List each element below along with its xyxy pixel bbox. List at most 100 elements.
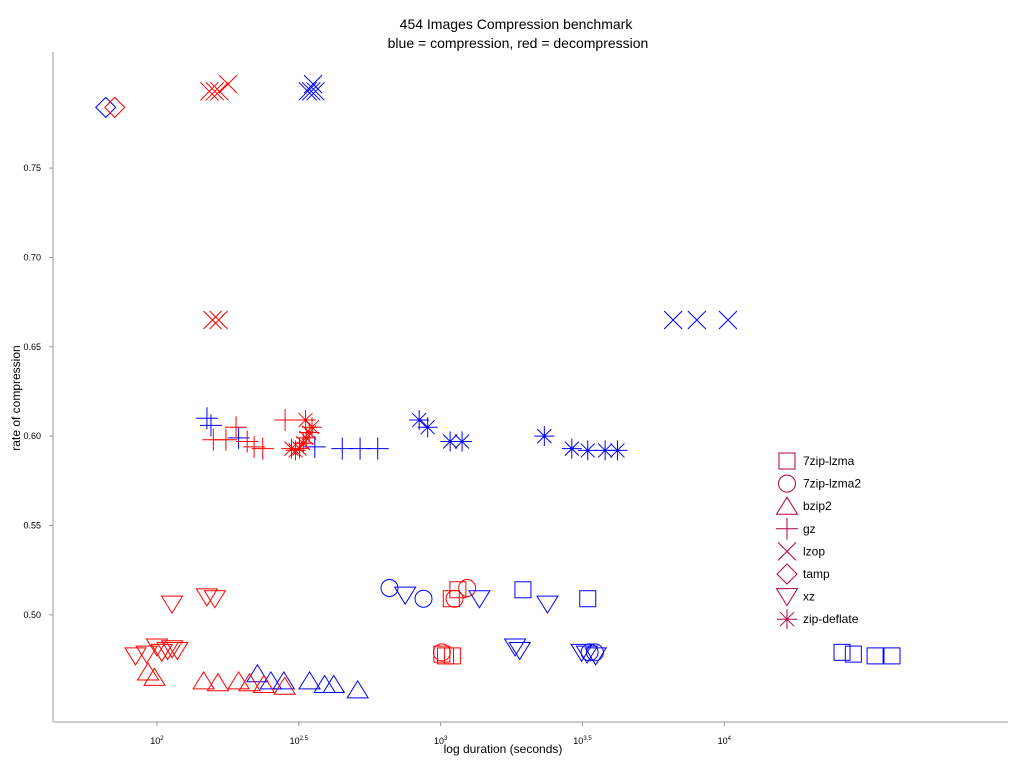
- lzop-x-point: [306, 81, 325, 101]
- data-points: [95, 74, 901, 699]
- gz-plus-point: [199, 414, 222, 437]
- xz-triangle-down-point: [195, 588, 219, 607]
- y-axis-label: rate of compression: [9, 345, 23, 450]
- xz-triangle-down-point: [203, 590, 227, 609]
- zip-deflate-asterisk-point: [285, 440, 306, 461]
- lzop-x-point: [687, 310, 707, 330]
- legend-label-tamp: tamp: [803, 567, 830, 581]
- zip-deflate-asterisk-point: [409, 410, 430, 431]
- bzip2-triangle-up-point: [272, 670, 296, 690]
- zip-deflate-asterisk-point: [607, 440, 628, 461]
- series-bzip2: [136, 662, 370, 699]
- legend-label-xz: xz: [803, 590, 815, 604]
- x-tick-exponent: 2.5: [300, 736, 309, 742]
- bzip2-triangle-up-point: [143, 667, 166, 686]
- xz-triangle-down-point: [468, 590, 491, 609]
- chart-subtitle: blue = compression, red = decompression: [388, 35, 649, 51]
- legend-label-bzip2: bzip2: [803, 499, 832, 513]
- 7zip-lzma2-circle-point: [432, 643, 451, 662]
- bzip2-triangle-up-point: [259, 670, 283, 690]
- legend-label-7zip-lzma2: 7zip-lzma2: [803, 477, 861, 491]
- legend-diamond-icon: [776, 563, 798, 585]
- bzip2-triangle-up-point: [273, 676, 297, 695]
- gz-plus-point: [274, 409, 297, 432]
- x-tick-label: 102: [150, 736, 164, 746]
- zip-deflate-asterisk-point: [299, 422, 320, 443]
- 7zip-lzma-square-point: [436, 647, 454, 665]
- lzop-x-point: [200, 81, 219, 101]
- series-zip-deflate: [281, 410, 628, 461]
- xz-triangle-down-point: [584, 647, 608, 666]
- bzip2-triangle-up-point: [298, 670, 321, 690]
- gz-plus-point: [251, 437, 274, 460]
- y-tick-label: 0.65: [23, 342, 41, 352]
- legend-plus-icon: [776, 517, 798, 540]
- zip-deflate-asterisk-point: [452, 431, 473, 452]
- zip-deflate-asterisk-point: [595, 440, 616, 461]
- gz-plus-point: [243, 435, 266, 458]
- xz-triangle-down-point: [570, 643, 594, 663]
- xz-triangle-down-point: [393, 586, 417, 606]
- x-tick-exponent: 4: [728, 736, 732, 742]
- lzop-x-point: [209, 310, 229, 330]
- xz-triangle-down-point: [160, 640, 184, 659]
- zip-deflate-asterisk-point: [561, 438, 582, 459]
- zip-deflate-asterisk-point: [577, 440, 598, 461]
- xz-triangle-down-point: [503, 638, 527, 657]
- 7zip-lzma-square-point: [866, 647, 884, 665]
- gz-plus-point: [225, 416, 248, 439]
- zip-deflate-asterisk-point: [295, 410, 316, 431]
- bzip2-triangle-up-point: [238, 672, 261, 692]
- gz-plus-point: [227, 426, 250, 449]
- 7zip-lzma2-circle-point: [414, 589, 433, 608]
- legend-triangle-up-icon: [775, 496, 799, 515]
- y-tick-label: 0.50: [23, 610, 41, 620]
- legend-square-icon: [778, 452, 796, 470]
- xz-triangle-down-point: [575, 645, 599, 665]
- series-xz: [124, 586, 608, 666]
- bzip2-triangle-up-point: [192, 670, 215, 690]
- xz-triangle-down-point: [165, 642, 189, 661]
- 7zip-lzma-square-point: [433, 645, 451, 663]
- 7zip-lzma-square-point: [833, 643, 851, 661]
- zip-deflate-asterisk-point: [534, 426, 555, 447]
- x-tick-label: 103: [434, 736, 448, 746]
- xz-triangle-down-point: [135, 645, 159, 665]
- lzop-x-point: [718, 310, 738, 330]
- x-axis-label: log duration (seconds): [444, 742, 563, 756]
- legend-label-lzop: lzop: [803, 544, 825, 558]
- 7zip-lzma-square-point: [514, 581, 532, 599]
- series-lzop: [200, 74, 738, 330]
- series-tamp: [95, 96, 126, 119]
- zip-deflate-asterisk-point: [440, 431, 461, 452]
- gz-plus-point: [366, 437, 389, 460]
- chart-title: 454 Images Compression benchmark: [400, 16, 634, 32]
- legend-x-icon: [777, 542, 797, 561]
- x-tick-label: 103.5: [573, 736, 592, 746]
- legend-label-zip-deflate: zip-deflate: [803, 612, 859, 626]
- bzip2-triangle-up-point: [252, 674, 276, 693]
- bzip2-triangle-up-point: [322, 674, 346, 693]
- lzop-x-point: [663, 310, 683, 330]
- series-gz: [195, 407, 389, 460]
- legend-label-7zip-lzma: 7zip-lzma: [803, 454, 855, 468]
- y-tick-label: 0.55: [23, 520, 41, 530]
- x-tick-exponent: 2: [160, 736, 164, 742]
- lzop-x-point: [303, 74, 323, 94]
- 7zip-lzma2-circle-point: [380, 579, 399, 597]
- bzip2-triangle-up-point: [227, 670, 251, 690]
- y-tick-label: 0.75: [23, 163, 41, 173]
- 7zip-lzma2-circle-point: [458, 579, 477, 597]
- bzip2-triangle-up-point: [346, 679, 370, 699]
- gz-plus-point: [214, 428, 237, 451]
- y-tick-label: 0.60: [23, 431, 41, 441]
- xz-triangle-down-point: [145, 638, 169, 657]
- bzip2-triangle-up-point: [246, 663, 269, 683]
- tamp-diamond-point: [95, 96, 117, 119]
- lzop-x-point: [205, 81, 225, 101]
- xz-triangle-down-point: [150, 643, 174, 663]
- y-ticks: 0.50 0.55 0.60 0.65 0.70 0.75: [23, 163, 53, 620]
- legend-label-gz: gz: [803, 522, 816, 536]
- tamp-diamond-point: [104, 96, 126, 119]
- legend-circle-icon: [778, 474, 796, 493]
